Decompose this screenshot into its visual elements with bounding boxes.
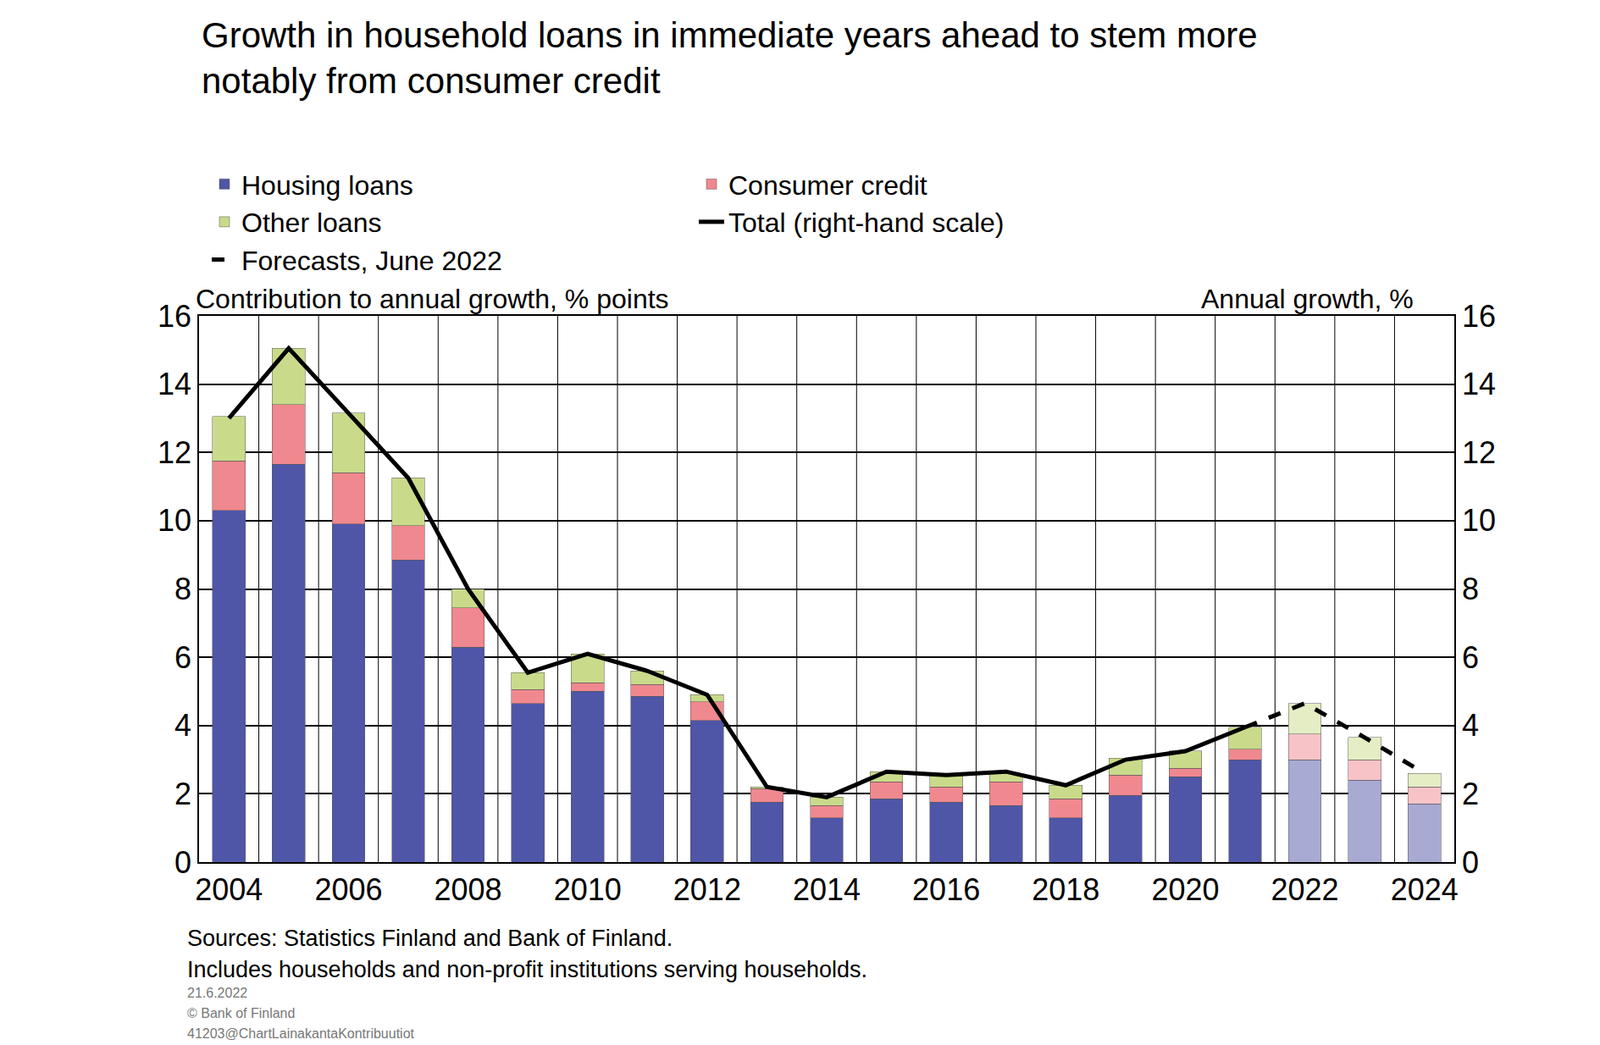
svg-text:2014: 2014: [792, 872, 861, 908]
svg-text:2008: 2008: [434, 872, 503, 908]
svg-text:8: 8: [174, 571, 192, 607]
svg-text:0: 0: [174, 845, 192, 881]
svg-text:2018: 2018: [1031, 872, 1100, 908]
svg-text:2010: 2010: [553, 872, 622, 908]
svg-text:2004: 2004: [194, 872, 263, 908]
svg-text:2016: 2016: [912, 872, 980, 908]
svg-text:Consumer credit: Consumer credit: [728, 170, 928, 201]
svg-text:Forecasts, June 2022: Forecasts, June 2022: [241, 245, 503, 277]
svg-text:2: 2: [1461, 776, 1479, 812]
svg-text:21.6.2022: 21.6.2022: [187, 985, 248, 1001]
svg-text:0: 0: [1461, 845, 1479, 881]
svg-text:Housing loans: Housing loans: [241, 170, 414, 201]
svg-text:6: 6: [1461, 640, 1479, 676]
svg-text:Other loans: Other loans: [241, 207, 382, 239]
svg-text:2022: 2022: [1271, 872, 1340, 908]
svg-text:8: 8: [1461, 571, 1479, 607]
svg-text:2006: 2006: [314, 872, 383, 908]
svg-text:4: 4: [174, 708, 192, 743]
svg-text:16: 16: [157, 298, 192, 334]
svg-text:2012: 2012: [673, 872, 742, 908]
svg-text:12: 12: [1461, 435, 1496, 471]
svg-text:12: 12: [157, 435, 192, 471]
svg-text:2024: 2024: [1390, 872, 1459, 908]
svg-text:16: 16: [1461, 298, 1496, 334]
svg-text:Total (right-hand scale): Total (right-hand scale): [728, 207, 1004, 239]
svg-text:4: 4: [1461, 708, 1479, 743]
svg-text:10: 10: [1461, 503, 1496, 538]
svg-text:Includes households and non-pr: Includes households and non-profit insti…: [187, 957, 868, 983]
svg-text:Growth in household loans in i: Growth in household loans in immediate y…: [201, 15, 1258, 102]
svg-text:Sources: Statistics Finland an: Sources: Statistics Finland and Bank of …: [187, 925, 673, 952]
svg-text:© Bank of Finland: © Bank of Finland: [187, 1006, 295, 1021]
svg-text:Annual growth, %: Annual growth, %: [1201, 283, 1414, 315]
svg-text:14: 14: [1461, 366, 1496, 402]
svg-text:Contribution to annual growth,: Contribution to annual growth, % points: [195, 283, 670, 315]
svg-text:6: 6: [174, 640, 192, 676]
svg-text:2: 2: [174, 776, 192, 812]
svg-text:2020: 2020: [1151, 872, 1219, 908]
svg-text:10: 10: [157, 503, 192, 538]
svg-text:14: 14: [157, 366, 192, 402]
svg-text:41203@ChartLainakantaKontribuu: 41203@ChartLainakantaKontribuutiot: [187, 1026, 416, 1041]
